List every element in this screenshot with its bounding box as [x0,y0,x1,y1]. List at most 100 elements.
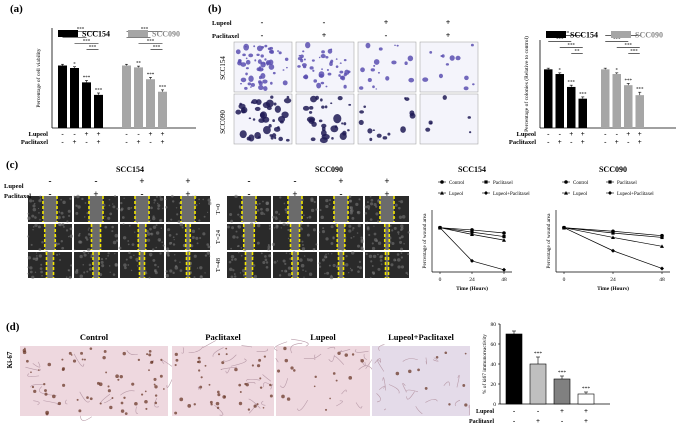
cell-texture [400,228,403,232]
significance-mark: *** [83,76,91,81]
stained-nucleus [122,351,126,356]
bar [635,95,644,128]
stained-nucleus [96,381,100,385]
stained-nucleus [259,377,262,380]
stained-nucleus [217,390,220,394]
stained-nucleus [107,385,110,388]
bar [146,79,155,128]
c-lupeol-sign: - [95,176,98,186]
colony [408,77,415,83]
tissue-fiber [363,354,368,360]
tissue-fiber [126,350,138,356]
cell-texture [168,241,172,245]
marker [660,266,664,271]
colony [367,77,372,83]
cell-texture [287,228,290,231]
cell-texture [265,261,269,264]
cell-texture [179,261,181,264]
scratch-gap [91,224,101,250]
cell-texture [67,209,71,213]
cell-texture [122,236,127,240]
tissue-fiber [425,399,438,403]
stained-nucleus [43,382,46,386]
stained-nucleus [313,385,316,388]
cell-texture [350,236,353,239]
cell-texture [193,276,196,279]
cell-texture [267,244,270,247]
cell-texture [398,200,400,203]
paclitaxel-sign: - [149,138,152,146]
cell-texture [328,203,331,205]
lupeol-sign: + [581,130,585,138]
stained-nucleus [314,375,317,379]
stained-nucleus [134,401,138,406]
colony [264,58,267,61]
colony [260,61,266,68]
colony [360,67,365,73]
colony [337,95,343,101]
tissue-fiber [379,385,385,390]
cell-texture [260,207,263,211]
cell-texture [327,253,329,255]
cell-texture [393,226,397,230]
stained-nucleus [281,394,285,399]
tissue-fiber [222,354,237,362]
colony [316,82,322,89]
cell-texture [165,270,168,273]
significance-mark: *** [147,73,155,78]
colony [321,68,323,71]
cell-texture [275,216,277,218]
stained-nucleus [37,369,40,371]
c-paclitaxel-sign: - [141,189,144,199]
cell-texture [373,238,378,242]
significance-mark: ** [136,62,142,67]
cell-texture [155,224,158,227]
cell-texture [37,207,40,210]
stained-nucleus [225,353,228,356]
stained-nucleus [258,358,262,362]
c-paclitaxel-sign: - [49,189,52,199]
stained-nucleus [144,390,147,393]
colony [330,125,339,133]
stained-nucleus [238,401,243,406]
cell-texture [118,246,122,250]
cell-texture [360,236,363,239]
colony [268,49,274,54]
cell-texture [168,221,170,223]
legend-swatch [128,30,148,37]
tissue-fiber [388,384,400,394]
cell-texture [152,258,156,262]
cell-texture [282,222,286,226]
cell-texture [58,210,60,212]
colony [267,47,272,51]
cell-texture [65,276,68,278]
stained-nucleus [253,404,257,408]
bracket-mark: *** [568,43,576,48]
cell-texture [234,257,237,261]
cell-texture [229,213,233,217]
cell-texture [285,252,288,254]
cell-texture [403,243,405,245]
cell-texture [32,225,35,228]
colony [270,136,274,140]
colony [263,125,271,135]
bar [553,378,571,405]
cell-texture [302,214,305,217]
cell-texture [61,222,65,226]
ihc-image [276,346,370,416]
scratch-gap [243,224,255,250]
stained-nucleus [111,397,114,399]
stained-nucleus [360,358,365,363]
cell-texture [31,214,35,218]
scratch-gap [135,196,149,222]
cell-texture [31,275,35,279]
lupeol-sign: - [559,130,562,138]
stained-nucleus [141,393,144,396]
paclitaxel-sign: + [615,138,619,146]
cell-texture [228,260,232,264]
cell-texture [329,275,334,280]
colony [463,86,469,91]
colony [254,59,257,62]
cell-texture [35,252,38,254]
cell-texture [125,258,128,261]
